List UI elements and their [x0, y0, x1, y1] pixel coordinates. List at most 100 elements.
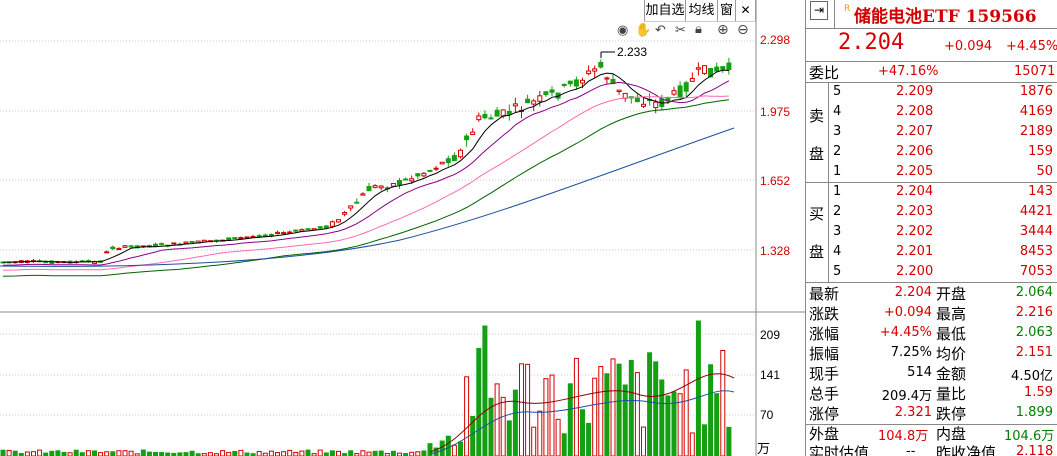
bid-price[interactable]: 2.200	[896, 264, 934, 279]
volume-bar	[354, 453, 360, 456]
candle-body	[116, 248, 122, 251]
volume-axis-label: 141	[760, 368, 781, 382]
bid-price[interactable]: 2.201	[896, 244, 934, 259]
window-button[interactable]: 窗	[718, 0, 736, 21]
stat-label: 开盘	[936, 285, 967, 303]
stat-label: 跌停	[936, 405, 967, 423]
candle-body	[171, 242, 177, 245]
volume-axis-label: 209	[760, 328, 781, 342]
ma30-line	[2, 99, 729, 277]
candle-body	[512, 103, 518, 107]
candle-body	[110, 246, 116, 250]
candle-body	[439, 161, 445, 165]
stat-label: 最新	[809, 285, 840, 303]
stat-value: 1.59	[1024, 385, 1053, 400]
stat-value: 514	[907, 365, 932, 380]
add-watchlist-button[interactable]: 加自选	[644, 0, 686, 21]
ma60-line	[0, 127, 735, 267]
close-icon[interactable]: ✕	[736, 0, 756, 21]
collapse-panel-icon[interactable]: ⇥	[810, 1, 828, 20]
quote-panel: ⇥ R 储能电池ETF 159566 2.204 +0.094 +4.45% 委…	[805, 0, 1057, 456]
stat-value: +4.45%	[879, 325, 932, 340]
ask-price[interactable]: 2.205	[896, 164, 934, 179]
volume-bar	[409, 451, 415, 456]
candle-body	[702, 65, 707, 74]
volume-bar	[37, 449, 43, 456]
zoom-in-icon[interactable]: ⊕	[717, 21, 729, 37]
candle-body	[159, 243, 165, 246]
volume-bar	[403, 453, 409, 456]
ask-price[interactable]: 2.209	[896, 84, 934, 99]
candle-body	[476, 115, 482, 121]
bid-level: 1	[833, 184, 842, 199]
volume-bar	[116, 450, 122, 456]
stat-label: 最高	[936, 305, 967, 323]
candle-body	[708, 67, 714, 78]
ask-level: 1	[833, 164, 842, 179]
bid-level: 5	[833, 264, 842, 279]
bid-level: 3	[833, 224, 842, 239]
ask-price[interactable]: 2.206	[896, 144, 934, 159]
volume-bar	[580, 409, 585, 456]
candle-body	[336, 219, 341, 223]
ask-price[interactable]: 2.208	[896, 104, 934, 119]
lock-icon[interactable]: 🔒︎	[695, 21, 702, 36]
volume-bar	[128, 450, 134, 456]
stat-value: 2.064	[1015, 285, 1053, 300]
candle-body	[433, 167, 439, 170]
volume-bar	[525, 363, 531, 456]
high-price-marker: 2.233	[617, 45, 648, 59]
bid-price[interactable]: 2.204	[896, 184, 934, 199]
volume-bar	[12, 450, 18, 456]
hand-icon[interactable]: ✋	[635, 22, 652, 37]
candle-body	[598, 61, 604, 68]
stat-label: 最低	[936, 325, 967, 343]
candle-body	[372, 185, 378, 188]
outer-volume-label: 外盘	[809, 425, 840, 443]
bid-volume: 3444	[1019, 224, 1053, 239]
ask-volume: 1876	[1019, 84, 1053, 99]
ask-price[interactable]: 2.207	[896, 124, 934, 139]
candle-body	[689, 77, 695, 82]
outer-volume-value: 104.8万	[878, 429, 929, 444]
volume-bar	[543, 378, 549, 456]
ma10-line	[2, 80, 730, 266]
volume-bar	[299, 450, 305, 456]
eye-icon[interactable]: ◉	[617, 22, 629, 37]
volume-bar	[49, 450, 55, 456]
stat-value: 7.25%	[890, 345, 932, 360]
candle-body	[305, 228, 311, 231]
scissors-icon[interactable]: ✂	[675, 22, 686, 37]
volume-bar	[616, 363, 622, 456]
volume-axis-label: 70	[760, 408, 774, 422]
volume-bar	[500, 396, 506, 456]
ask-level: 5	[833, 84, 842, 99]
kline-chart-area[interactable]: 加自选 均线 窗 ✕ ◉ ✋ ↶ ✂ 🔒︎ ⊕ ⊖ 2.298 1.975 1.…	[0, 0, 805, 456]
weibi-label: 委比	[809, 64, 840, 82]
bid-price[interactable]: 2.202	[896, 224, 934, 239]
zoom-out-icon[interactable]: ⊖	[737, 21, 749, 37]
undo-icon[interactable]: ↶	[655, 22, 666, 37]
candle-body	[653, 101, 659, 109]
ma-lines-button[interactable]: 均线	[686, 0, 718, 21]
bid-volume: 143	[1028, 184, 1053, 199]
volume-bar	[311, 453, 317, 456]
candle-body	[482, 113, 488, 119]
candle-body	[293, 229, 299, 232]
kline-chart[interactable]	[0, 0, 805, 456]
volume-bar	[549, 374, 555, 456]
sell-side-label: 卖	[809, 107, 825, 125]
candle-body	[671, 90, 677, 95]
bid-price[interactable]: 2.203	[896, 204, 934, 219]
candle-body	[683, 82, 689, 92]
price-axis-label: 1.652	[760, 174, 791, 188]
candle-body	[421, 172, 427, 177]
stat-label: 总手	[809, 385, 840, 403]
stat-label: 量比	[936, 385, 967, 403]
volume-bar	[183, 452, 189, 456]
stat-value: 2.204	[894, 285, 932, 300]
candle-body	[427, 169, 433, 172]
volume-bar	[336, 450, 341, 456]
candle-body	[616, 89, 622, 93]
